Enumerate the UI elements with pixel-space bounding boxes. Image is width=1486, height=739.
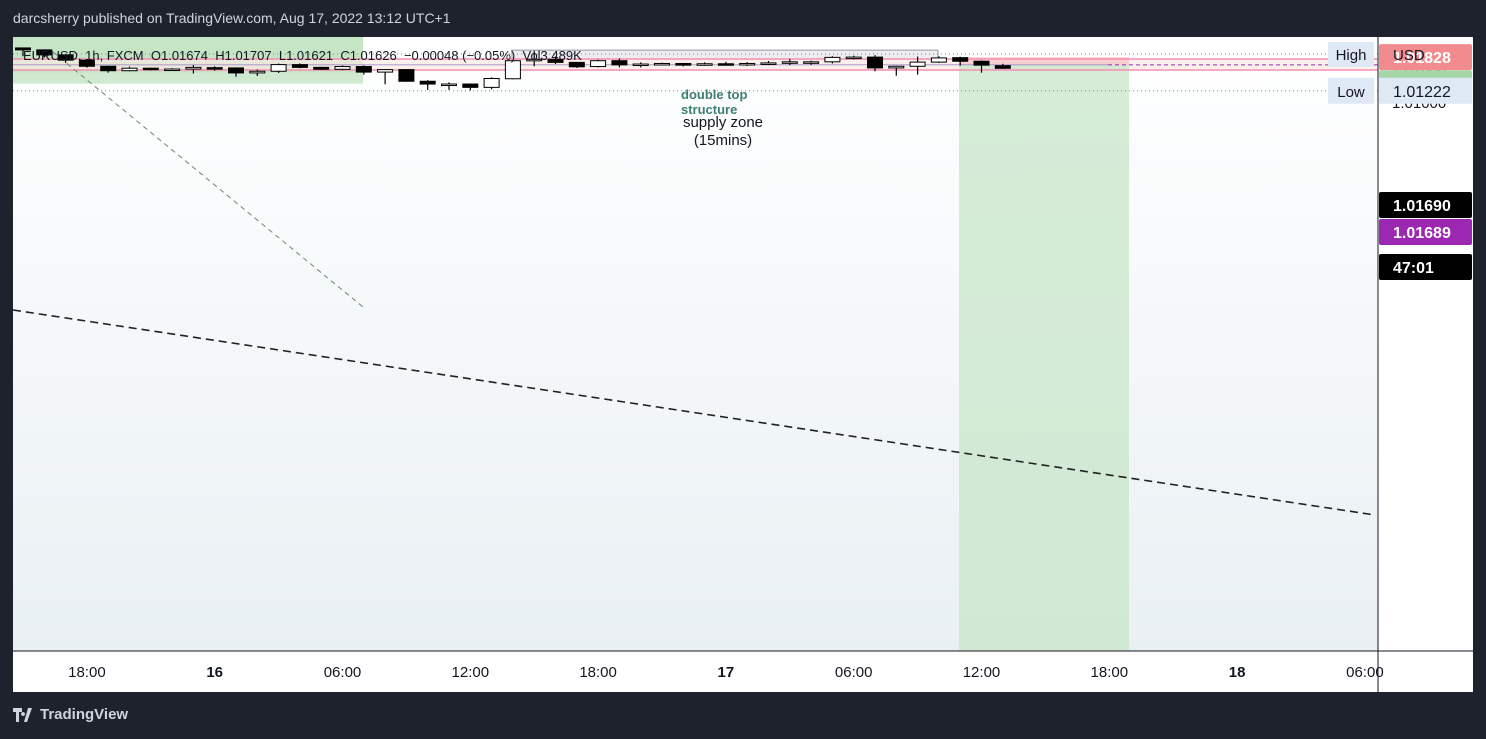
candle-down <box>228 67 244 74</box>
candle-up <box>590 60 607 68</box>
candle-up <box>781 61 798 64</box>
candle-down <box>142 67 159 71</box>
candle-up <box>930 57 947 63</box>
candle-down <box>867 56 883 69</box>
candle-up <box>739 62 756 66</box>
candle-up <box>185 66 202 70</box>
candle-down <box>36 49 53 56</box>
annotation-supply-zone: supply zone <box>683 114 763 131</box>
candle-up <box>483 77 500 88</box>
candle-up <box>270 64 287 72</box>
candle-up <box>377 69 394 73</box>
tradingview-logo[interactable]: TradingView <box>13 706 128 723</box>
candle-down <box>952 57 969 62</box>
legend-close: C1.01626 <box>340 48 397 63</box>
legend-low: L1.01621 <box>278 48 334 63</box>
time-tick-label: 06:00 <box>835 664 873 681</box>
candle-down <box>100 65 117 72</box>
price-axis-currency: USD <box>1393 47 1425 64</box>
legend-open: O1.01674 <box>150 48 208 63</box>
legend-symbol: EURUSD, 1h, FXCM <box>23 48 144 63</box>
time-tick-label: 18 <box>1229 664 1246 681</box>
annotation-timeframe: (15mins) <box>694 132 752 149</box>
stop-price-label: 1.01828 <box>1393 50 1451 67</box>
candle-down <box>547 58 564 63</box>
time-tick-label: 06:00 <box>1346 664 1384 681</box>
candle-up <box>888 65 905 69</box>
time-tick-label: 18:00 <box>1091 664 1129 681</box>
symbol-legend: EURUSD, 1h, FXCM O1.01674 H1.01707 L1.01… <box>23 48 582 63</box>
low-label: Low <box>1337 84 1365 101</box>
brand-name: TradingView <box>40 706 129 723</box>
candle-down <box>15 47 31 51</box>
candle-up <box>760 62 777 65</box>
candle-down <box>398 69 415 82</box>
candle-down <box>313 66 330 70</box>
candle-down <box>57 54 74 61</box>
candle-up <box>909 61 926 67</box>
candle-down <box>206 67 223 70</box>
entry-band <box>13 64 1108 66</box>
candle-up <box>803 61 820 64</box>
publish-bar: darcsherry published on TradingView.com,… <box>0 0 1486 37</box>
candle-up <box>334 66 351 70</box>
entry-price-label-bg <box>1379 219 1472 245</box>
annotation-double-top: double top <box>681 87 747 102</box>
candle-down <box>291 64 308 68</box>
legend-volume: Vol3.489K <box>522 48 582 63</box>
take-profit-zone <box>959 64 1129 651</box>
low-price-label: 1.01222 <box>1393 84 1451 101</box>
prior-trend-line <box>52 51 364 308</box>
candle-down <box>568 61 585 68</box>
candle-down <box>675 62 692 66</box>
last-price-label-bg <box>1379 192 1472 218</box>
time-tick-label: 06:00 <box>324 664 362 681</box>
publisher-line: darcsherry published on TradingView.com,… <box>13 10 451 26</box>
time-tick-label: 18:00 <box>68 664 106 681</box>
legend-high: H1.01707 <box>215 48 272 63</box>
candle-up <box>696 63 713 66</box>
time-tick-label: 16 <box>206 664 223 681</box>
time-tick-label: 17 <box>718 664 735 681</box>
descending-trendline <box>13 309 1376 516</box>
candle-up <box>845 56 862 60</box>
candle-up <box>526 58 543 62</box>
high-label: High <box>1336 47 1367 64</box>
candle-up <box>121 67 138 72</box>
bar-countdown-label-bg <box>1379 254 1472 280</box>
plot-background <box>13 37 1378 651</box>
candle-down <box>78 59 95 67</box>
time-tick-label: 12:00 <box>452 664 490 681</box>
annotation-structure: structure <box>681 102 737 117</box>
stop-loss-zone <box>959 57 1129 65</box>
candle-down <box>611 60 628 66</box>
low-price-bg <box>1379 77 1472 104</box>
candle-down <box>419 80 436 85</box>
time-tick-label: 12:00 <box>963 664 1001 681</box>
chart-area[interactable]: double top structure supply zone (15mins) 1… <box>13 37 1473 692</box>
candle-down <box>973 60 990 66</box>
candle-up <box>632 63 649 67</box>
candle-up <box>164 68 181 72</box>
legend-change: −0.00048 (−0.05%) <box>403 48 516 63</box>
footer-bar: TradingView <box>0 692 1486 739</box>
candle-down <box>994 65 1011 69</box>
stop-price-label-bg <box>1379 44 1472 71</box>
last-price-label: 1.01690 <box>1393 198 1451 215</box>
candle-up <box>824 56 841 63</box>
candle-down <box>717 63 734 66</box>
bar-countdown-label: 47:01 <box>1393 260 1434 277</box>
tradingview-icon <box>13 707 32 722</box>
time-tick-label: 18:00 <box>579 664 617 681</box>
candle-up <box>654 62 670 66</box>
high-label-bg <box>1328 42 1374 67</box>
candle-up <box>441 83 457 87</box>
candle-down <box>355 66 372 73</box>
candle-up <box>504 60 521 80</box>
candle-down <box>462 83 479 88</box>
entry-price-label: 1.01689 <box>1393 225 1451 242</box>
low-label-bg <box>1328 77 1374 104</box>
candle-up <box>249 70 266 74</box>
